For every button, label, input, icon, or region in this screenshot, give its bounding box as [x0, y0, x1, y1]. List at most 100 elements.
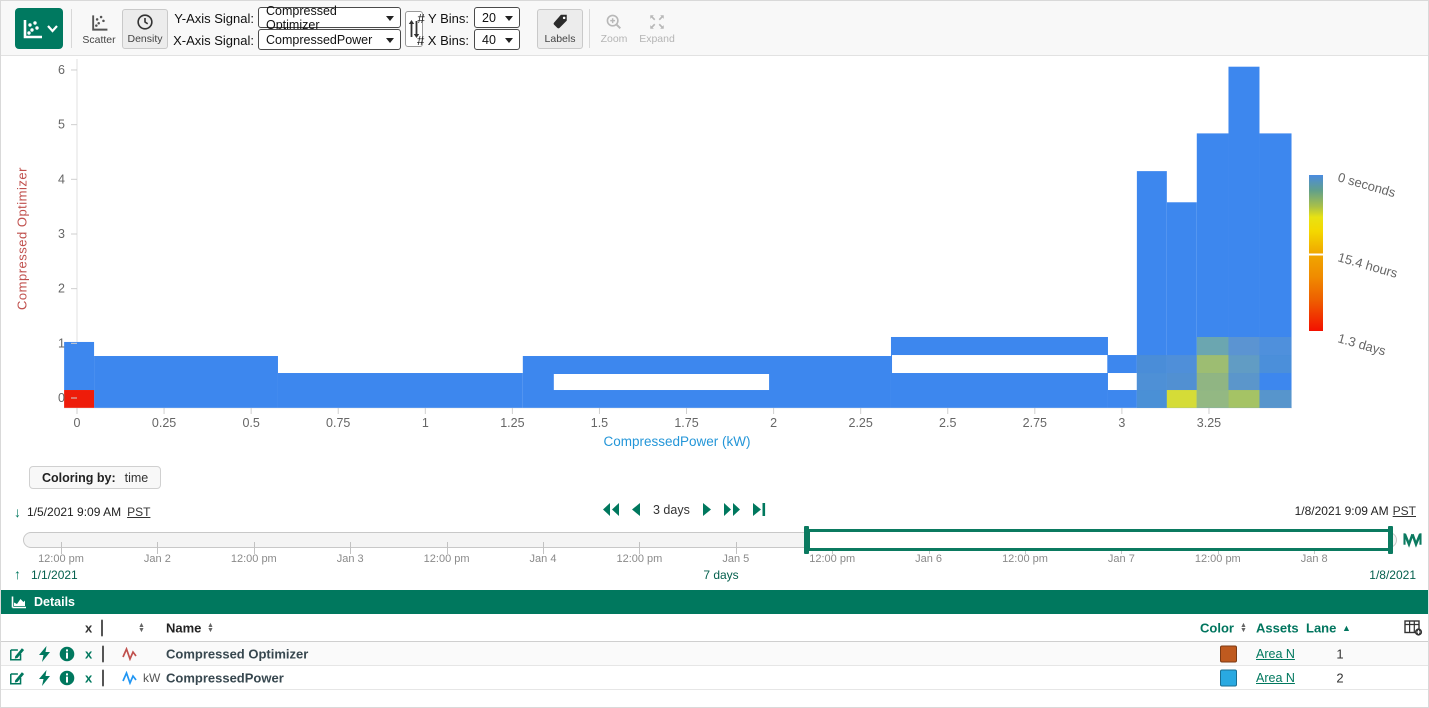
- expand-button[interactable]: Expand: [635, 9, 679, 49]
- timeline-selection-left-handle[interactable]: [804, 526, 809, 554]
- step-to-end-button[interactable]: [752, 502, 766, 517]
- swap-axes-button[interactable]: [405, 11, 423, 47]
- timeline-selection-right-handle[interactable]: [1388, 526, 1393, 554]
- range-start-timezone-link[interactable]: PST: [127, 505, 151, 519]
- scatter-button[interactable]: Scatter: [77, 9, 121, 49]
- timeline-tick-label: 12:00 pm: [616, 553, 663, 565]
- y-axis-signal-value: Compressed Optimizer: [266, 3, 337, 32]
- bolt-icon[interactable]: [38, 645, 51, 662]
- assets-column-header[interactable]: Assets: [1256, 620, 1299, 635]
- coloring-by-badge[interactable]: Coloring by: time: [29, 466, 162, 489]
- timeline-selection-window[interactable]: [807, 529, 1391, 551]
- legend-label: 1.3 days: [1336, 330, 1388, 358]
- remove-signal-icon[interactable]: x: [85, 670, 93, 685]
- step-fast-forward-button[interactable]: [723, 502, 742, 517]
- step-forward-button[interactable]: [702, 502, 713, 517]
- svg-text:1.75: 1.75: [674, 416, 698, 430]
- timeline-tick: [735, 542, 737, 554]
- signal-name: Compressed Optimizer: [166, 646, 309, 661]
- timeline-tick-label: 12:00 pm: [809, 553, 856, 565]
- y-bins-select[interactable]: 20: [474, 7, 520, 28]
- asset-link[interactable]: Area N: [1256, 670, 1295, 685]
- legend-label: 15.4 hours: [1336, 249, 1400, 280]
- row-checkbox[interactable]: [102, 645, 104, 662]
- step-navigation: 3 days: [601, 502, 771, 517]
- svg-text:0: 0: [58, 391, 65, 405]
- separator: [589, 9, 590, 48]
- edit-icon[interactable]: [9, 670, 25, 686]
- step-fast-back-button[interactable]: [601, 502, 620, 517]
- zoom-label: Zoom: [600, 33, 628, 45]
- x-axis-signal-select[interactable]: CompressedPower: [258, 29, 401, 50]
- sort-icon[interactable]: ▲ ▼: [207, 621, 214, 634]
- auto-update-icon[interactable]: [1403, 531, 1422, 548]
- full-range-end-date[interactable]: 1/8/2021: [1369, 568, 1416, 582]
- full-range-row: ↑ 1/1/2021 7 days 1/8/2021: [1, 566, 1428, 588]
- details-table-header: x ▲ ▼ Name ▲ ▼ Color ▲ ▼ Assets Lane ▲: [1, 614, 1428, 642]
- signal-name: CompressedPower: [166, 670, 284, 685]
- labels-button[interactable]: Labels: [537, 9, 583, 49]
- separator: [71, 9, 72, 48]
- name-column-header[interactable]: Name: [166, 620, 202, 635]
- info-icon[interactable]: [59, 670, 75, 686]
- signal-row[interactable]: x Compressed Optimizer Area N 1: [1, 642, 1428, 666]
- bolt-icon[interactable]: [38, 669, 51, 686]
- lane-column-header[interactable]: Lane: [1306, 620, 1337, 635]
- signal-wave-icon: [122, 670, 137, 685]
- details-panel-header[interactable]: Details: [1, 590, 1428, 614]
- density-button[interactable]: Density: [122, 9, 168, 49]
- step-size-label[interactable]: 3 days: [653, 502, 690, 517]
- timeline-tick: [446, 542, 448, 554]
- timeline-tick-label: 12:00 pm: [38, 553, 84, 565]
- remove-signal-icon[interactable]: x: [85, 646, 93, 661]
- signal-unit: kW: [143, 670, 161, 685]
- edit-icon[interactable]: [9, 646, 25, 662]
- svg-text:5: 5: [58, 118, 65, 132]
- lane-sort-asc-icon[interactable]: ▲: [1342, 622, 1351, 633]
- signal-color-swatch[interactable]: [1220, 645, 1237, 662]
- row-checkbox[interactable]: [102, 669, 104, 686]
- timeline-tick: [61, 542, 62, 554]
- svg-text:6: 6: [58, 63, 65, 77]
- svg-text:0.75: 0.75: [326, 416, 350, 430]
- y-axis-signal-select[interactable]: Compressed Optimizer: [258, 4, 401, 32]
- density-heatmap-chart[interactable]: 0 1 2 3 4 5 6 0 0.25 0.5 0.75 1 1.25 1.5 1.75 2 2.25 2.5 2…: [1, 56, 1429, 456]
- x-bins-label: # X Bins:: [416, 33, 469, 48]
- step-back-button[interactable]: [630, 502, 641, 517]
- x-bins-select[interactable]: 40: [474, 29, 520, 50]
- color-column-header[interactable]: Color: [1200, 620, 1234, 635]
- svg-text:3.25: 3.25: [1197, 416, 1221, 430]
- select-all-checkbox[interactable]: [101, 619, 103, 636]
- signal-wave-icon: [122, 646, 137, 661]
- density-label: Density: [127, 33, 163, 45]
- asset-link[interactable]: Area N: [1256, 646, 1295, 661]
- x-axis-signal-value: CompressedPower: [266, 32, 373, 47]
- y-bins-label: # Y Bins:: [417, 11, 469, 26]
- full-range-start-date[interactable]: 1/1/2021: [31, 568, 78, 582]
- remove-all-header[interactable]: x: [85, 620, 93, 635]
- timeline-tick: [253, 542, 255, 554]
- details-panel-title: Details: [34, 595, 75, 609]
- range-start-datetime[interactable]: 1/5/2021 9:09 AM: [27, 505, 122, 519]
- lane-number: 1: [1336, 646, 1344, 661]
- sort-icon[interactable]: ▲ ▼: [1240, 621, 1247, 634]
- timeline-tick-label: Jan 6: [915, 553, 943, 565]
- range-end-datetime[interactable]: 1/8/2021 9:09 AM: [1294, 504, 1389, 518]
- svg-text:2.75: 2.75: [1023, 416, 1047, 430]
- sort-icon[interactable]: ▲ ▼: [138, 621, 145, 634]
- chart-type-dropdown-button[interactable]: [15, 8, 63, 49]
- timeline-tick-label: 12:00 pm: [230, 553, 277, 565]
- svg-text:2: 2: [58, 282, 65, 296]
- manage-columns-icon[interactable]: [1404, 619, 1423, 636]
- y-axis-signal-label: Y-Axis Signal:: [174, 11, 254, 26]
- info-icon[interactable]: [59, 646, 75, 662]
- range-end-timezone-link[interactable]: PST: [1392, 504, 1416, 518]
- signal-color-swatch[interactable]: [1220, 669, 1237, 686]
- timeline-tick-label: Jan 7: [1107, 553, 1135, 565]
- signal-row[interactable]: x kW CompressedPower Area N 2: [1, 666, 1428, 690]
- zoom-button[interactable]: Zoom: [595, 9, 633, 49]
- expand-arrows-icon: [648, 13, 666, 31]
- scatter-plot-icon: [20, 17, 44, 41]
- y-bins-value: 20: [482, 10, 496, 25]
- timeline-tick: [157, 542, 159, 554]
